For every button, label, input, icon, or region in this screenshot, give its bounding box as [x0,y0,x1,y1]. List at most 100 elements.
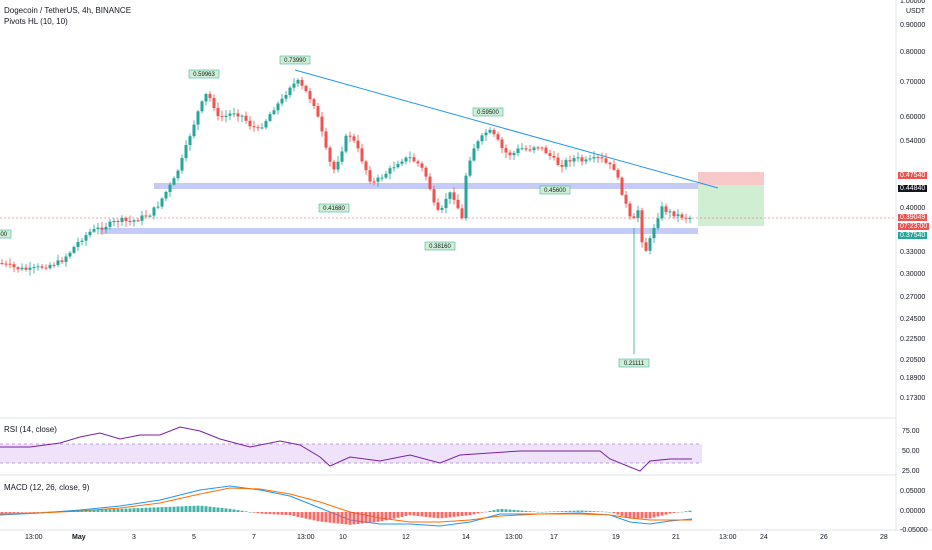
candle-body [148,215,152,217]
macd-histogram-bar [228,508,232,512]
candle-body [108,221,112,227]
candle-body [620,177,624,195]
candle-body [404,157,408,162]
macd-histogram-bar [204,506,208,512]
price-axis[interactable]: 1.00000 0.90000 0.80000 0.70000 0.60000 0.540… [896,0,932,534]
time-tick: 13:00 [719,534,737,541]
macd-histogram-bar [348,512,352,525]
pivot-label: 0.3500 [0,229,12,239]
candle-body [668,211,672,213]
macd-histogram-bar [532,511,536,513]
candle-body [336,161,340,170]
macd-histogram-bar [368,512,372,523]
rsi-tick: 25.00 [902,468,920,475]
macd-histogram-bar [36,512,40,513]
time-tick: 13:00 [297,534,315,541]
macd-histogram-bar [208,506,212,512]
candle-body [144,215,148,217]
macd-histogram-bar [168,506,172,512]
candle-body [384,173,388,178]
macd-histogram-bar [4,512,8,514]
candle-body [484,132,488,136]
macd-histogram-bar [420,512,424,517]
price-tick: 0.90000 [900,21,926,29]
macd-histogram-bar [128,508,132,512]
candle-body [508,152,512,156]
pivot-value: 0.73990 [284,58,306,64]
candle-body [204,94,208,102]
rsi-label[interactable]: RSI (14, close) [4,425,57,434]
candle-body [188,136,192,146]
candle-body [28,267,32,270]
macd-histogram-bar [512,509,516,512]
candle-body [472,148,476,161]
macd-histogram-bar [220,507,224,512]
macd-histogram-bar [84,510,88,512]
price-tick: 0.30000 [900,270,926,278]
macd-histogram-bar [376,512,380,522]
time-tick: 12 [402,534,410,541]
candle-body [448,192,452,199]
macd-label[interactable]: MACD (12, 26, close, 9) [4,483,90,492]
macd-histogram-bar [180,506,184,512]
macd-histogram-bar [600,511,604,513]
macd-tick: 0.05000 [900,488,926,495]
candle-body [112,220,116,222]
macd-histogram-bar [328,512,332,523]
macd-histogram-bar [272,512,276,515]
pivot-label: 0.59500 [472,107,504,117]
candle-body [20,267,24,270]
macd-histogram-bar [664,512,668,515]
candles-group [0,76,692,355]
macd-histogram-bar [232,509,236,512]
candle-body [516,148,520,154]
macd-histogram-bar [556,511,560,512]
symbol-title[interactable]: Dogecoin / TetherUS, 4h, BINANCE [4,6,132,15]
time-axis[interactable]: 13:00 May 3 5 7 13:00 10 12 14 13:00 17 19 21 13:00 24… [0,532,896,550]
price-tick: 0.20500 [900,356,926,364]
candle-body [460,208,464,219]
macd-histogram-bar [568,510,572,512]
price-tick: 1.00000 [900,0,926,5]
price-tick: 0.18900 [900,375,926,383]
candle-body [8,263,12,265]
candle-body [228,113,232,116]
candle-body [332,161,336,170]
indicator-label[interactable]: Pivots HL (10, 10) [4,17,68,26]
candle-body [568,160,572,162]
macd-histogram-bar [132,508,136,512]
time-tick: 21 [672,534,680,541]
candle-body [544,147,548,154]
candle-body [628,203,632,217]
macd-histogram-bar [188,506,192,512]
candle-body [264,120,268,128]
macd-histogram-bar [296,512,300,517]
candle-body [36,266,40,268]
macd-histogram-bar [440,512,444,519]
candle-body [96,227,100,230]
macd-histogram-bar [320,512,324,522]
candle-body [360,148,364,162]
candle-body [64,256,68,262]
macd-histogram-bar [624,512,628,518]
macd-histogram-bar [284,512,288,515]
candle-body [456,199,460,209]
macd-histogram-bar [392,512,396,519]
candle-body [40,266,44,268]
candle-body [688,217,692,219]
macd-histogram-bar [672,512,676,514]
macd-histogram-bar [564,510,568,512]
macd-histogram-bar [256,512,260,514]
price-tick: 0.17300 [900,395,926,403]
macd-histogram-bar [112,509,116,512]
macd-histogram-bar [444,512,448,518]
pivot-label: 0.45600 [539,185,571,195]
macd-histogram-bar [192,505,196,512]
macd-histogram-bar [360,512,364,524]
candle-body [536,147,540,149]
macd-histogram-bar [516,510,520,512]
candle-body [308,91,312,100]
candle-body [140,215,144,221]
candle-body [260,127,264,129]
